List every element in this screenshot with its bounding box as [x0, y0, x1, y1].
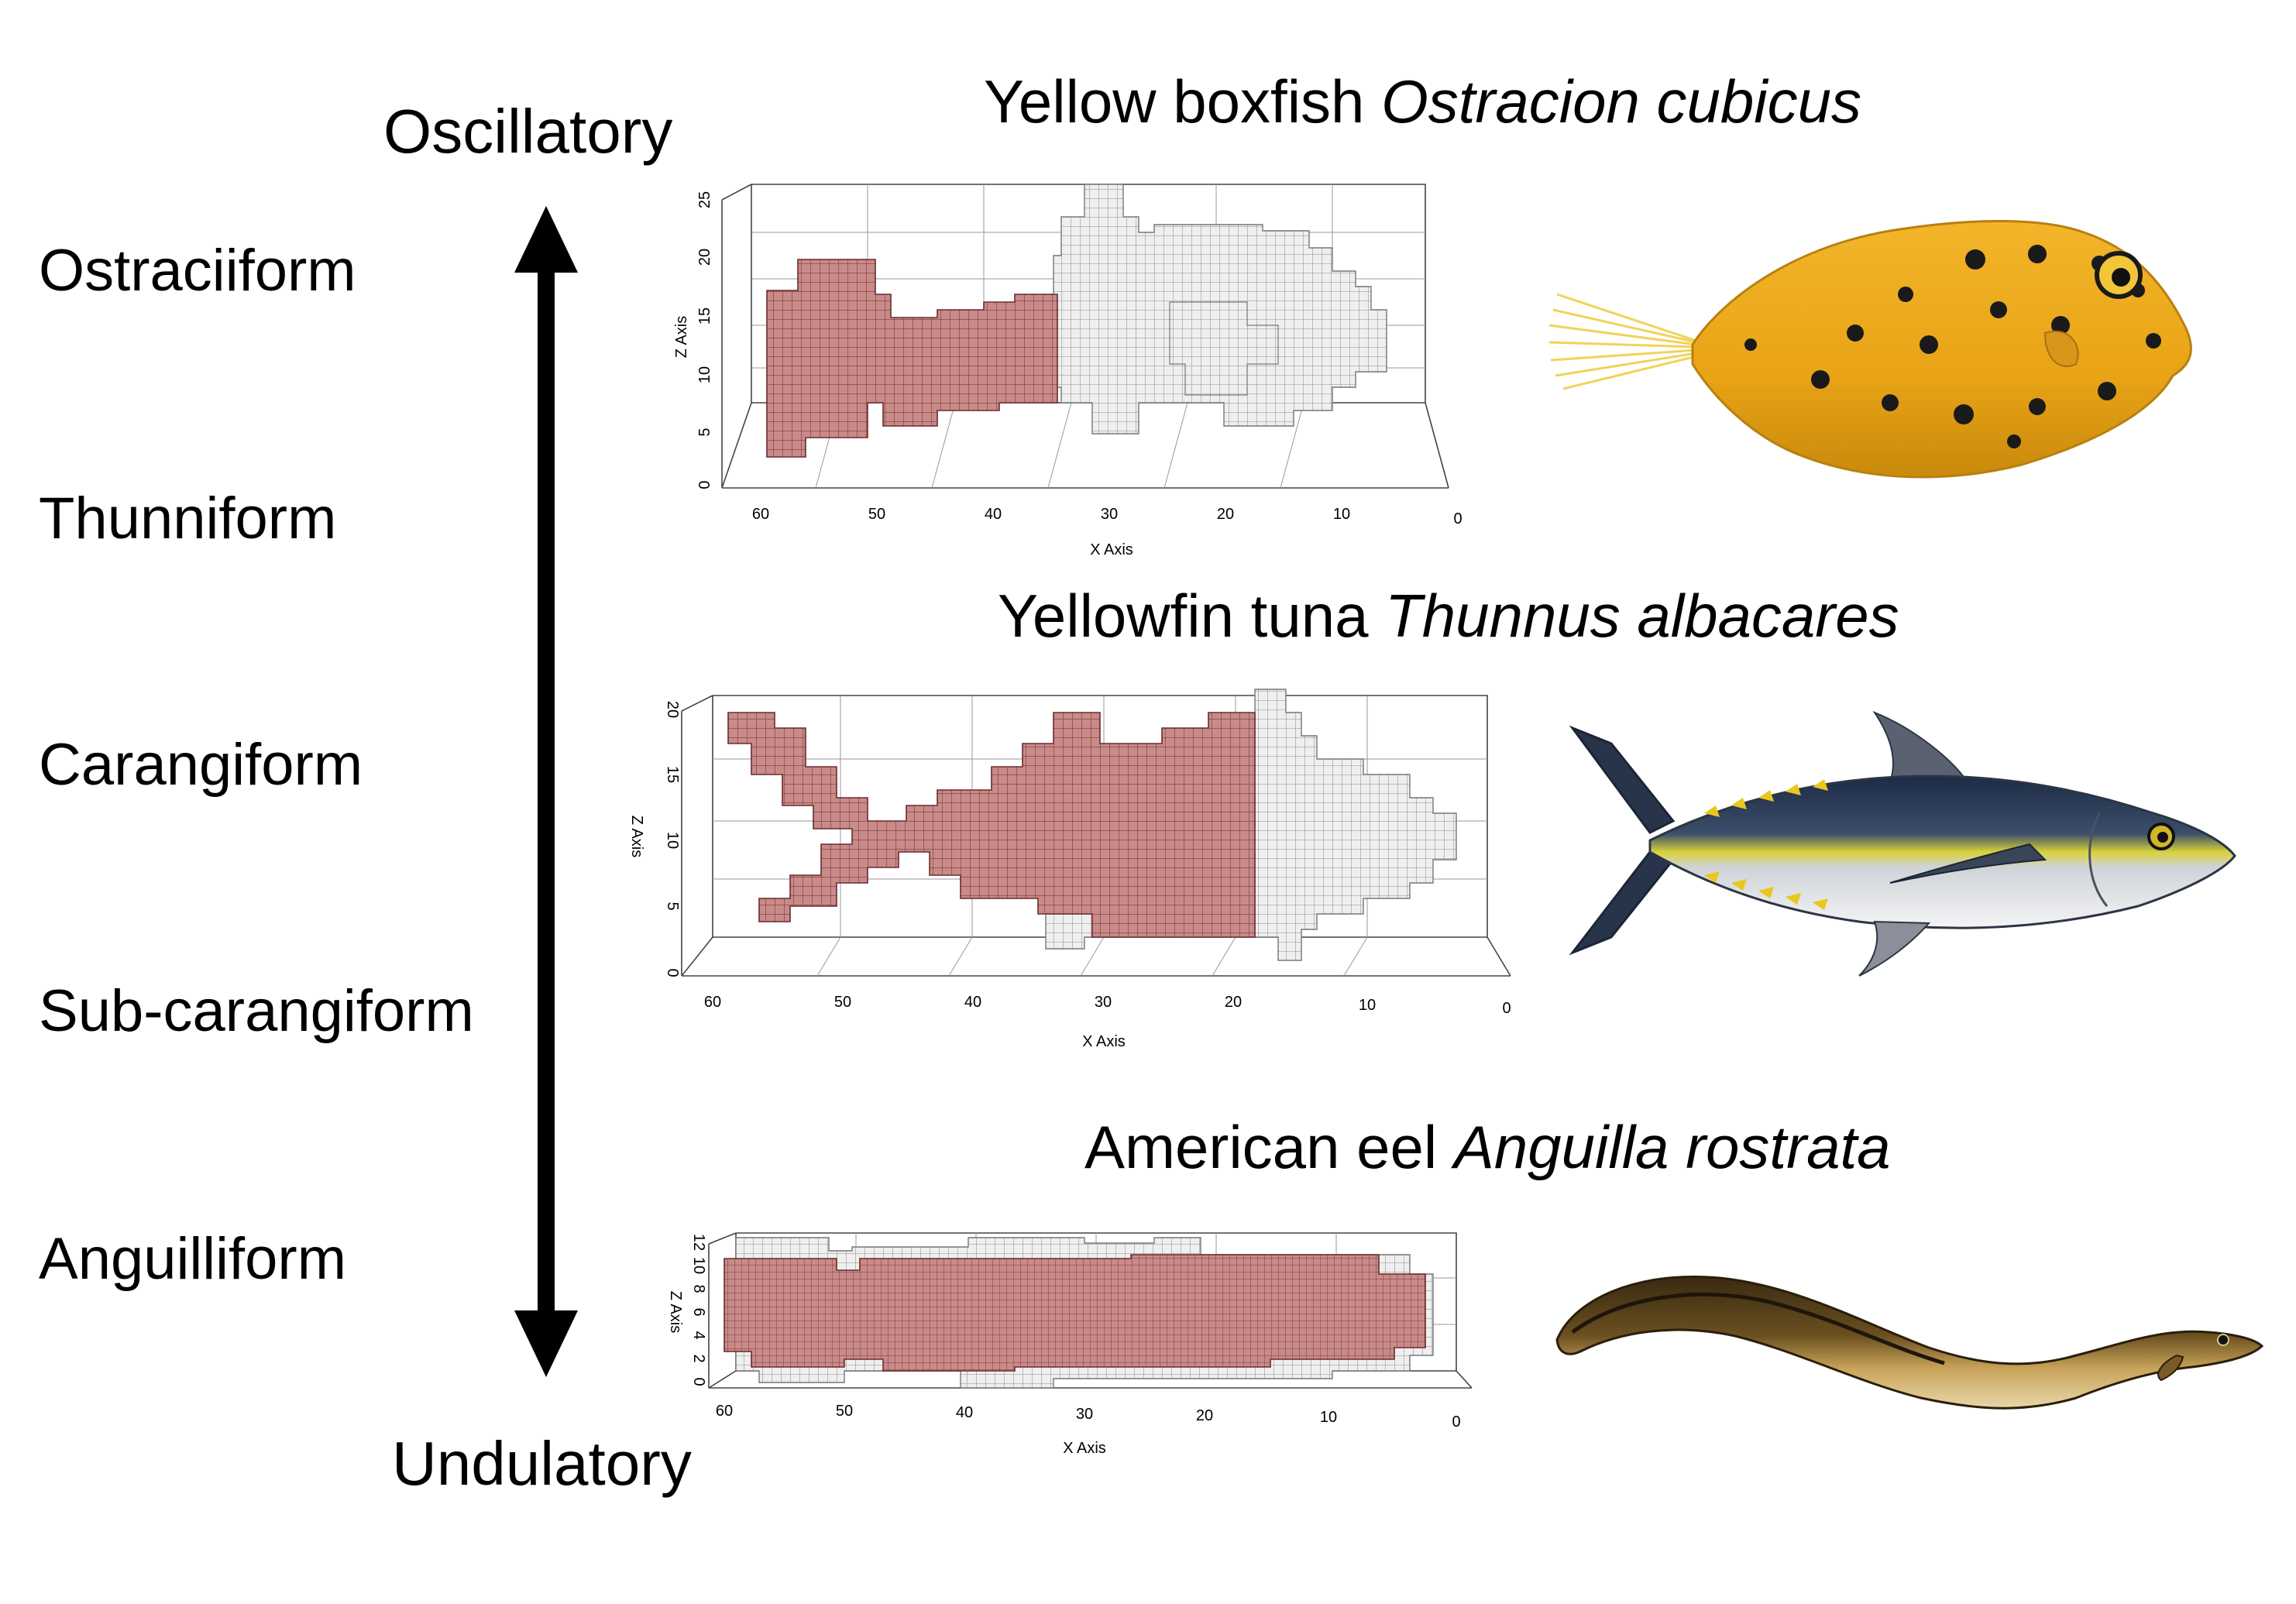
x-axis-label: X Axis: [1090, 541, 1133, 558]
z-axis-ticks: 20 15 10 5 0: [664, 701, 681, 977]
mode-anguilliform: Anguilliform: [39, 1226, 347, 1292]
z-tick: 5: [664, 902, 681, 910]
yellowfin-tuna-image: [1569, 710, 2236, 977]
x-tick: 40: [985, 506, 1002, 523]
eel-body: [1555, 1276, 2264, 1410]
body-voxels-inner: [1169, 301, 1279, 396]
x-tick: 10: [1359, 997, 1376, 1014]
fish-body: [1691, 220, 2192, 479]
pectoral-fin: [2157, 1354, 2184, 1382]
x-axis-label: X Axis: [1082, 1033, 1126, 1050]
tail-fin: [1548, 293, 1697, 390]
x-axis-ticks: 60 50 40 30 20 10 0: [704, 994, 1511, 1017]
common-name: Yellowfin tuna: [998, 582, 1386, 650]
x-axis-ticks: 60 50 40 30 20 10 0: [752, 506, 1462, 527]
z-tick: 0: [664, 968, 681, 977]
x-tick: 50: [836, 1403, 853, 1420]
species-title-eel: American eel Anguilla rostrata: [1084, 1117, 1891, 1177]
z-tick: 20: [664, 701, 681, 718]
x-tick: 50: [868, 506, 885, 523]
z-axis-label: Z Axis: [628, 816, 645, 857]
muscle-voxels: [766, 259, 1058, 458]
species-title-tuna: Yellowfin tuna Thunnus albacares: [998, 586, 1899, 646]
axis-top-label: Oscillatory: [383, 97, 673, 166]
x-tick: 0: [1452, 1413, 1460, 1431]
mode-sub-carangiform: Sub-carangiform: [39, 978, 474, 1044]
z-tick: 10: [696, 366, 713, 383]
z-tick: 15: [696, 307, 713, 325]
mode-thunniform: Thunniform: [39, 486, 337, 551]
x-tick: 60: [704, 994, 721, 1011]
voxel-plot-boxfish: 25 20 15 10 5 0 Z Axis 60 50 40 30 20 10…: [673, 184, 1462, 558]
x-tick: 60: [752, 506, 769, 523]
z-tick: 20: [696, 249, 713, 266]
z-tick: 10: [664, 832, 681, 849]
double-arrow: [514, 206, 578, 1377]
scientific-name: Ostracion cubicus: [1381, 67, 1862, 136]
x-axis-ticks: 60 50 40 30 20 10 0: [716, 1403, 1461, 1431]
pectoral-fin: [2043, 330, 2079, 368]
z-tick: 4: [690, 1331, 707, 1339]
spots: [1744, 245, 2161, 448]
x-tick: 0: [1502, 1000, 1511, 1017]
x-axis-label: X Axis: [1063, 1440, 1106, 1457]
finlets: [1704, 779, 1828, 910]
x-tick: 0: [1453, 510, 1462, 527]
voxel-plot-eel: 12 10 8 6 4 2 0 Z Axis 60 50 40 30 20 10…: [667, 1232, 1473, 1457]
x-tick: 20: [1196, 1407, 1213, 1424]
x-tick: 60: [716, 1403, 733, 1420]
z-axis-label: Z Axis: [673, 316, 690, 358]
x-tick: 40: [964, 994, 981, 1011]
muscle-voxels: [724, 1254, 1426, 1372]
scientific-name: Anguilla rostrata: [1453, 1113, 1891, 1181]
z-tick: 12: [690, 1234, 707, 1251]
gill: [2088, 812, 2109, 907]
pectoral-fin: [1889, 843, 2047, 884]
z-axis-label: Z Axis: [667, 1291, 684, 1333]
anal-fin: [1858, 920, 1931, 977]
z-tick: 10: [690, 1257, 707, 1274]
x-tick: 50: [834, 994, 851, 1011]
dorsal-fin: [1872, 710, 1969, 783]
common-name: American eel: [1084, 1113, 1454, 1181]
z-tick: 0: [690, 1377, 707, 1386]
z-tick: 5: [696, 428, 713, 436]
z-tick: 6: [690, 1307, 707, 1316]
plot-frame: [721, 184, 1449, 489]
z-tick: 15: [664, 766, 681, 783]
x-tick: 30: [1095, 994, 1112, 1011]
x-tick: 20: [1217, 506, 1234, 523]
dorsal-stripe: [1571, 1292, 1945, 1365]
axis-bottom-label: Undulatory: [392, 1429, 692, 1498]
x-tick: 30: [1076, 1406, 1093, 1423]
eye: [2217, 1334, 2229, 1346]
mode-carangiform: Carangiform: [39, 732, 363, 798]
common-name: Yellow boxfish: [984, 67, 1382, 136]
yellow-boxfish-image: [1548, 220, 2192, 479]
species-title-boxfish: Yellow boxfish Ostracion cubicus: [984, 71, 1861, 132]
x-tick: 30: [1101, 506, 1118, 523]
x-tick: 40: [956, 1404, 973, 1421]
voxel-plot-tuna: 20 15 10 5 0 Z Axis 60 50 40 30 20 10 0 …: [628, 689, 1511, 1050]
mode-ostraciiform: Ostraciiform: [39, 238, 356, 304]
x-tick: 10: [1320, 1409, 1337, 1426]
z-tick: 25: [696, 191, 713, 208]
american-eel-image: [1555, 1276, 2264, 1410]
body-voxels: [1254, 689, 1457, 961]
z-tick: 8: [690, 1284, 707, 1293]
z-tick: 0: [696, 480, 713, 489]
muscle-voxels: [727, 712, 1256, 938]
z-tick: 2: [690, 1354, 707, 1362]
x-tick: 20: [1225, 994, 1242, 1011]
body-voxels: [1053, 184, 1387, 434]
fish-body: [1648, 775, 2236, 929]
z-axis-ticks: 25 20 15 10 5 0: [696, 191, 713, 489]
z-axis-ticks: 12 10 8 6 4 2 0: [690, 1234, 707, 1386]
plot-frame: [681, 695, 1511, 977]
x-tick: 10: [1333, 506, 1350, 523]
scientific-name: Thunnus albacares: [1385, 582, 1899, 650]
